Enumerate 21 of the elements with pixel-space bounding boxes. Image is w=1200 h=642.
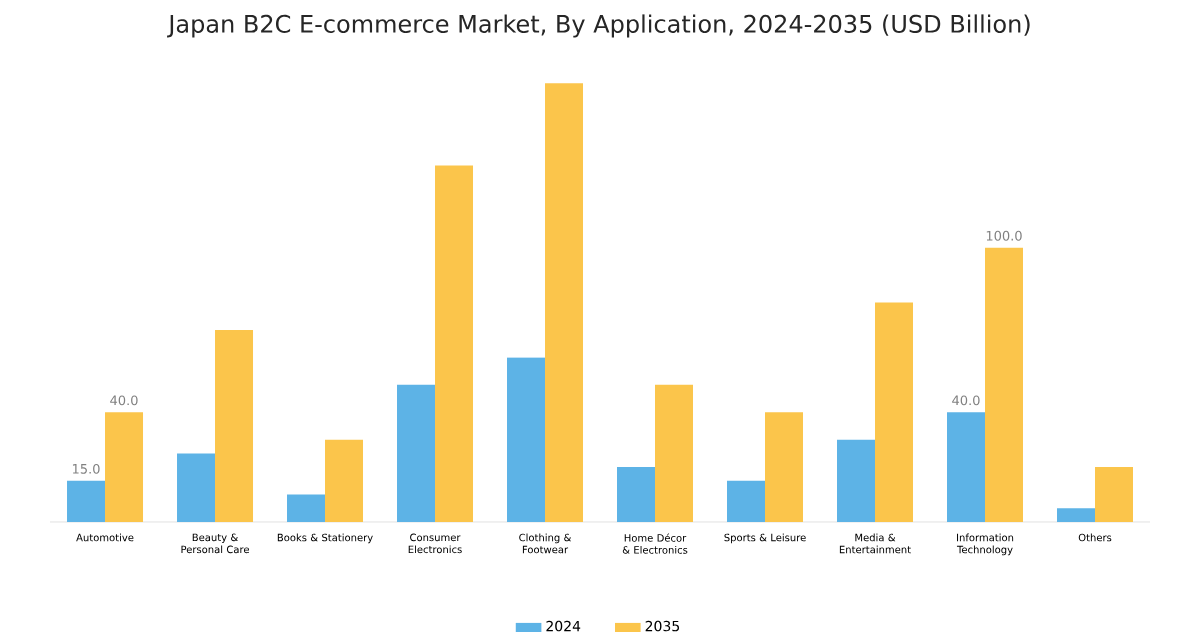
bar	[617, 467, 656, 522]
bar	[875, 302, 914, 522]
chart-title: Japan B2C E-commerce Market, By Application, 2024-2035 (USD Billion)	[167, 14, 1030, 38]
bar	[1095, 467, 1133, 522]
bar	[287, 494, 326, 522]
bar	[765, 412, 804, 522]
bar	[545, 83, 584, 522]
bar	[507, 357, 546, 522]
bar	[1057, 508, 1095, 522]
bar	[177, 453, 216, 522]
bar	[105, 412, 144, 522]
bar	[67, 480, 106, 522]
bar	[325, 439, 364, 522]
bar	[837, 439, 876, 522]
bar	[655, 384, 694, 522]
bar	[397, 384, 436, 522]
bar	[215, 329, 254, 522]
bar	[727, 480, 766, 522]
bar	[947, 412, 985, 522]
bar	[435, 165, 474, 522]
bar	[985, 247, 1023, 522]
